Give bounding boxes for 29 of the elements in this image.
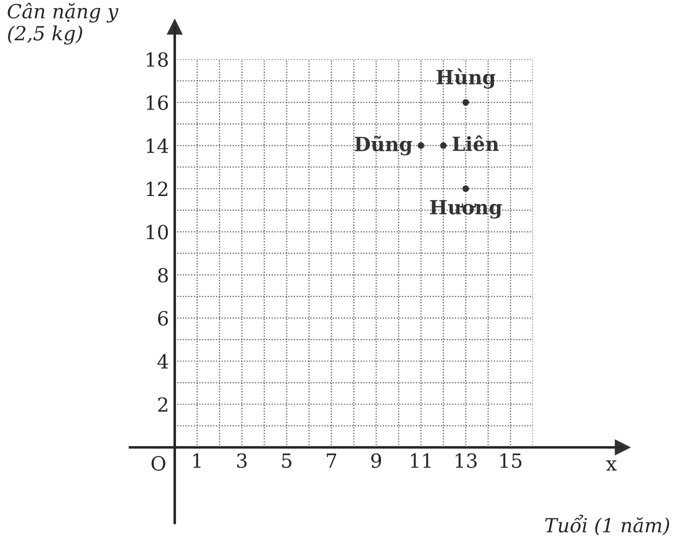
annotation: x [606, 460, 617, 470]
x-axis-title: Tuổi (1 năm) [545, 514, 670, 536]
point [418, 142, 424, 149]
y-tick-label: 4 [157, 354, 168, 369]
y-tick-label: 6 [158, 310, 168, 326]
x-tick-label: 3 [237, 453, 247, 468]
annotation: Hùng [436, 68, 496, 89]
y-tick-label: 2 [158, 397, 168, 412]
y-tick-label: 14 [146, 138, 168, 153]
annotation: Hương [430, 200, 502, 219]
y-axis-title: Cân nặng y (2,5 kg) [8, 2, 118, 45]
x-tick-label: 15 [500, 453, 522, 468]
x-tick-label: 1 [193, 453, 201, 468]
annotation: Dũng [354, 136, 412, 156]
x-tick-label: 7 [326, 454, 336, 468]
x-tick-label: 9 [371, 453, 382, 468]
point [440, 142, 447, 149]
y-tick-label: 12 [146, 182, 168, 196]
annotation: Liên [452, 135, 499, 152]
point [462, 185, 469, 192]
x-tick-label: 11 [410, 453, 431, 468]
x-tick-label: 5 [282, 454, 292, 468]
y-tick-label: 10 [146, 224, 168, 240]
x-tick-label: 13 [456, 453, 477, 468]
y-tick-label: 16 [146, 95, 168, 110]
y-tick-label: 18 [146, 52, 168, 67]
point [462, 99, 469, 106]
y-tick-label: 8 [158, 268, 168, 283]
annotation: O [152, 456, 166, 471]
